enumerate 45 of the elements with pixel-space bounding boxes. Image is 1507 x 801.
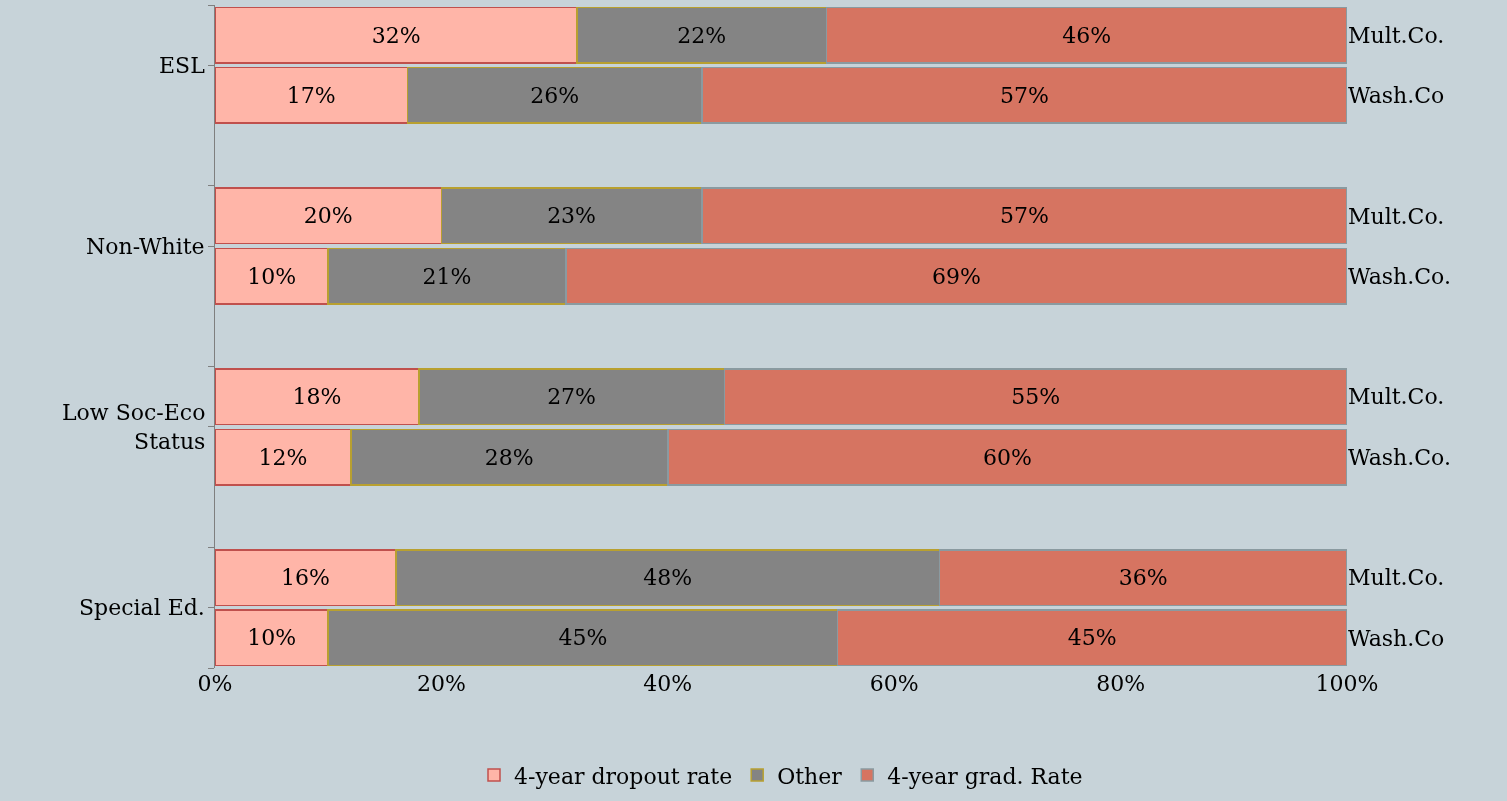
y-tick-label: Mult.Co. <box>1348 203 1445 229</box>
y-tick-label: Mult.Co. <box>1348 565 1445 591</box>
data-label: 26% <box>530 82 580 108</box>
legend-label: 4-year grad. Rate <box>887 763 1083 789</box>
data-label: 20% <box>303 203 353 229</box>
text: Special Ed. <box>79 595 205 620</box>
data-label: 21% <box>422 263 472 289</box>
data-label: 57% <box>999 203 1049 229</box>
data-label: 55% <box>1011 384 1061 410</box>
text: Low Soc-Eco Status <box>62 400 206 454</box>
text: Non-White <box>86 234 205 259</box>
x-tick-label: 20% <box>416 671 466 696</box>
data-label: 32% <box>371 22 421 48</box>
x-tick-label: 60% <box>869 671 919 696</box>
data-label: 16% <box>281 565 331 591</box>
data-label: 57% <box>999 82 1049 108</box>
data-label: 10% <box>247 263 297 289</box>
data-label: 17% <box>286 82 336 108</box>
data-label: 18% <box>292 384 342 410</box>
y-tick-label: Wash.Co <box>1348 625 1445 651</box>
data-label: 23% <box>547 203 597 229</box>
data-label: 27% <box>547 384 597 410</box>
legend-label: Other <box>777 763 843 789</box>
x-tick-label: 80% <box>1096 671 1146 696</box>
x-tick-label: 100% <box>1315 671 1379 696</box>
y-tick-label: Mult.Co. <box>1348 384 1445 410</box>
data-label: 36% <box>1118 565 1168 591</box>
data-label: 48% <box>643 565 693 591</box>
data-label: 12% <box>258 444 308 470</box>
text: ESL <box>159 53 206 78</box>
data-label: 45% <box>558 625 608 651</box>
data-label: 10% <box>247 625 297 651</box>
data-label: 69% <box>932 263 981 289</box>
x-tick-label: 40% <box>643 671 693 696</box>
data-label: 45% <box>1067 625 1117 651</box>
y-tick-label: Wash.Co. <box>1348 263 1451 289</box>
data-label: 28% <box>484 444 534 470</box>
y-tick-label: Wash.Co. <box>1348 444 1451 470</box>
y-tick-label: Mult.Co. <box>1348 22 1445 48</box>
data-label: 60% <box>982 444 1032 470</box>
legend-label: 4-year dropout rate <box>514 763 733 789</box>
x-tick-label: 0% <box>197 671 233 696</box>
data-label: 46% <box>1062 22 1112 48</box>
y-tick-label: Wash.Co <box>1348 83 1445 109</box>
data-label: 22% <box>677 22 727 48</box>
